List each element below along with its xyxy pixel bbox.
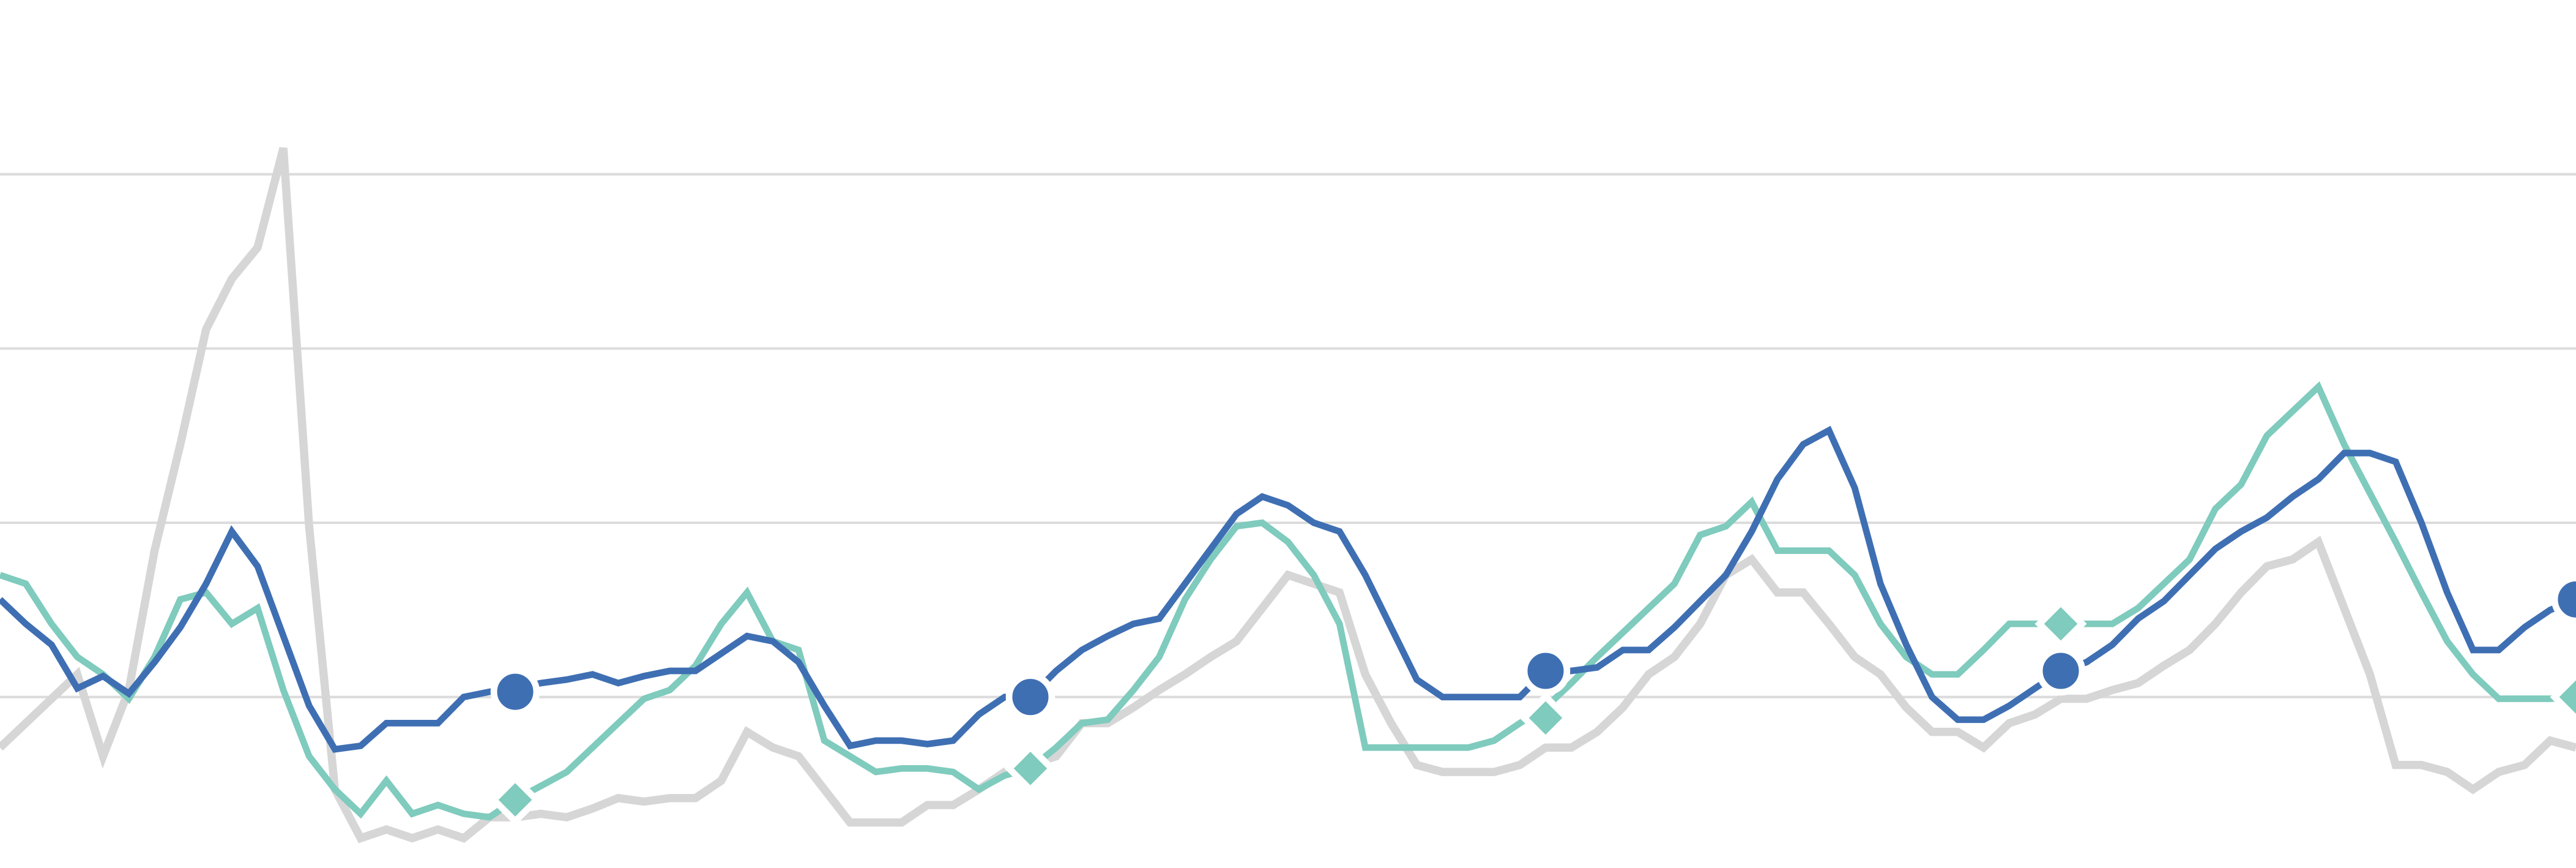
marker <box>1005 672 1055 722</box>
marker <box>2034 597 2087 650</box>
marker <box>1521 646 1571 696</box>
series-line <box>0 147 2576 844</box>
marker <box>2550 671 2576 724</box>
marker <box>1519 692 1572 744</box>
marker <box>2036 646 2086 696</box>
marker <box>490 667 540 717</box>
series-line <box>0 425 2576 753</box>
marker <box>1004 742 1057 795</box>
marker <box>489 774 542 826</box>
marker <box>2551 575 2576 624</box>
series-line <box>0 381 2576 821</box>
